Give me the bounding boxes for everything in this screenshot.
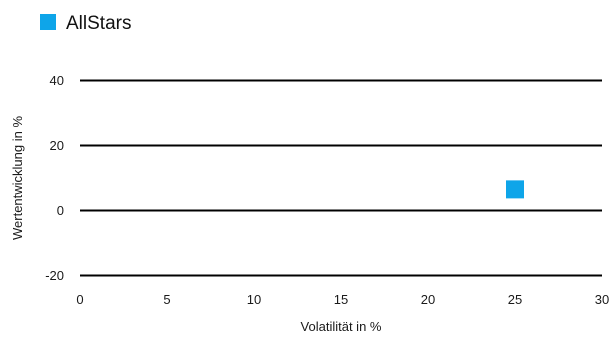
y-tick-label: -20 xyxy=(45,268,64,283)
x-tick-label: 10 xyxy=(247,292,261,307)
y-tick-labels: -20 0 20 40 xyxy=(45,73,64,283)
x-tick-label: 15 xyxy=(334,292,348,307)
x-tick-label: 0 xyxy=(76,292,83,307)
x-tick-label: 5 xyxy=(163,292,170,307)
y-tick-label: 40 xyxy=(50,73,64,88)
gridlines xyxy=(80,79,602,277)
legend-swatch xyxy=(40,14,56,30)
legend: AllStars xyxy=(40,13,131,34)
data-point xyxy=(506,180,524,199)
x-tick-labels: 0 5 10 15 20 25 30 xyxy=(76,292,609,307)
y-axis-title: Wertentwicklung in % xyxy=(10,116,25,240)
x-tick-label: 30 xyxy=(595,292,609,307)
y-tick-label: 20 xyxy=(50,138,64,153)
legend-label: AllStars xyxy=(66,13,131,34)
x-axis-title: Volatilität in % xyxy=(301,319,382,334)
x-tick-label: 20 xyxy=(421,292,435,307)
y-tick-label: 0 xyxy=(57,203,64,218)
x-tick-label: 25 xyxy=(508,292,522,307)
data-points xyxy=(506,180,524,199)
